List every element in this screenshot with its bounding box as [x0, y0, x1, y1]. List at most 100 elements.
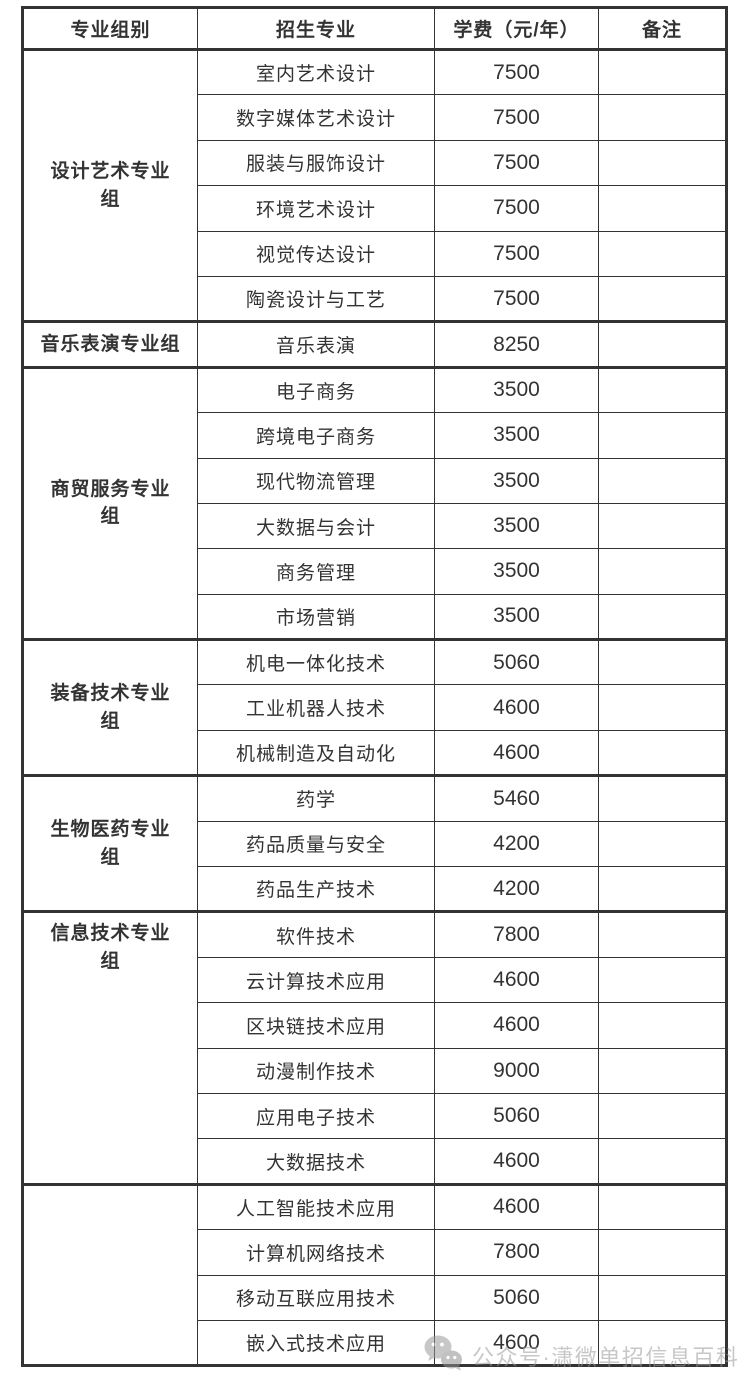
fee-cell: 5060	[434, 1274, 599, 1321]
major-cell: 药学	[197, 774, 435, 822]
fee-cell: 4600	[434, 956, 599, 1004]
note-cell	[598, 548, 727, 595]
note-cell	[598, 1182, 727, 1231]
tuition-fee-table: 专业组别 招生专业 学费（元/年） 备注 设计艺术专业 组 室内艺术设计 750…	[21, 6, 728, 1368]
note-cell	[598, 593, 727, 641]
fee-cell: 4600	[434, 1138, 599, 1185]
major-cell: 数字媒体艺术设计	[197, 94, 435, 141]
table-row: 商贸服务专业 组 电子商务 3500	[22, 365, 727, 641]
note-cell	[598, 457, 727, 504]
major-cell: 机电一体化技术	[197, 638, 435, 686]
table-row: 人工智能技术应用 4600	[22, 1182, 727, 1367]
note-cell	[598, 185, 727, 232]
note-cell	[598, 47, 727, 96]
table-row: 音乐表演专业组 音乐表演 8250	[22, 320, 727, 368]
major-cell: 应用电子技术	[197, 1092, 435, 1140]
major-cell: 动漫制作技术	[197, 1047, 435, 1094]
major-cell: 药品质量与安全	[197, 820, 435, 868]
major-cell: 陶瓷设计与工艺	[197, 275, 435, 323]
note-cell	[598, 1229, 727, 1276]
table-row: 大数据技术 4600	[23, 1138, 727, 1185]
major-cell: 电子商务	[197, 365, 435, 414]
header-note: 备注	[598, 7, 727, 51]
fee-cell: 8250	[434, 320, 599, 368]
fee-cell: 4200	[434, 866, 599, 913]
note-cell	[598, 729, 727, 777]
fee-cell: 4600	[434, 1002, 599, 1049]
fee-cell: 7800	[434, 1229, 599, 1276]
note-cell	[598, 502, 727, 550]
major-cell: 服装与服饰设计	[197, 139, 435, 187]
major-cell: 药品生产技术	[197, 866, 435, 913]
fee-cell: 4600	[434, 1182, 599, 1231]
group-cell-design-art: 设计艺术专业 组	[22, 47, 198, 323]
fee-cell: 7500	[434, 47, 599, 96]
table-row: 云计算技术应用 4600	[23, 956, 727, 1004]
fee-cell: 7800	[434, 910, 599, 958]
fee-cell: 4600	[434, 1319, 599, 1367]
header-group: 专业组别	[22, 7, 198, 51]
table-row: 装备技术专业 组 机电一体化技术 5060	[22, 638, 727, 777]
major-cell: 室内艺术设计	[197, 47, 435, 96]
note-cell	[598, 1047, 727, 1094]
table-row: 跨境电子商务 3500	[23, 412, 727, 459]
table-row: 移动互联应用技术 5060	[23, 1274, 727, 1321]
major-cell: 大数据技术	[197, 1138, 435, 1185]
fee-cell: 3500	[434, 502, 599, 550]
note-cell	[598, 638, 727, 686]
major-cell: 工业机器人技术	[197, 684, 435, 731]
group-cell-trade-service: 商贸服务专业 组	[22, 365, 198, 641]
major-cell: 嵌入式技术应用	[197, 1319, 435, 1367]
major-cell: 软件技术	[197, 910, 435, 958]
fee-cell: 3500	[434, 365, 599, 414]
table-row: 大数据与会计 3500	[23, 502, 727, 550]
major-cell: 现代物流管理	[197, 457, 435, 504]
table-row: 应用电子技术 5060	[23, 1092, 727, 1140]
fee-cell: 7500	[434, 185, 599, 232]
note-cell	[598, 1002, 727, 1049]
note-cell	[598, 139, 727, 187]
note-cell	[598, 684, 727, 731]
major-cell: 视觉传达设计	[197, 230, 435, 277]
table-row: 现代物流管理 3500	[23, 457, 727, 504]
table-row: 陶瓷设计与工艺 7500	[23, 275, 727, 323]
major-cell: 跨境电子商务	[197, 412, 435, 459]
note-cell	[598, 412, 727, 459]
table-row: 视觉传达设计 7500	[23, 230, 727, 277]
major-cell: 区块链技术应用	[197, 1002, 435, 1049]
note-cell	[598, 94, 727, 141]
group-cell-biomedicine: 生物医药专业 组	[22, 774, 198, 913]
group-cell-music: 音乐表演专业组	[22, 320, 198, 368]
table-row: 工业机器人技术 4600	[23, 684, 727, 731]
note-cell	[598, 365, 727, 414]
group-cell-information-tech: 信息技术专业 组	[22, 910, 198, 1185]
note-cell	[598, 956, 727, 1004]
fee-cell: 7500	[434, 275, 599, 323]
fee-cell: 4200	[434, 820, 599, 868]
fee-cell: 7500	[434, 139, 599, 187]
table-row: 动漫制作技术 9000	[23, 1047, 727, 1094]
note-cell	[598, 230, 727, 277]
note-cell	[598, 1319, 727, 1367]
major-cell: 云计算技术应用	[197, 956, 435, 1004]
group-cell-equipment-tech: 装备技术专业 组	[22, 638, 198, 777]
fee-cell: 5460	[434, 774, 599, 822]
fee-cell: 7500	[434, 94, 599, 141]
table-row: 设计艺术专业 组 室内艺术设计 7500	[22, 47, 727, 323]
note-cell	[598, 774, 727, 822]
header-row: 专业组别 招生专业 学费（元/年） 备注	[22, 7, 727, 51]
fee-cell: 5060	[434, 1092, 599, 1140]
header-fee: 学费（元/年）	[434, 7, 599, 51]
note-cell	[598, 866, 727, 913]
table-row: 机械制造及自动化 4600	[23, 729, 727, 777]
note-cell	[598, 910, 727, 958]
table-row: 计算机网络技术 7800	[23, 1229, 727, 1276]
group-cell-unnamed	[22, 1182, 198, 1367]
fee-cell: 4600	[434, 684, 599, 731]
major-cell: 商务管理	[197, 548, 435, 595]
major-cell: 市场营销	[197, 593, 435, 641]
major-cell: 机械制造及自动化	[197, 729, 435, 777]
note-cell	[598, 320, 727, 368]
note-cell	[598, 820, 727, 868]
